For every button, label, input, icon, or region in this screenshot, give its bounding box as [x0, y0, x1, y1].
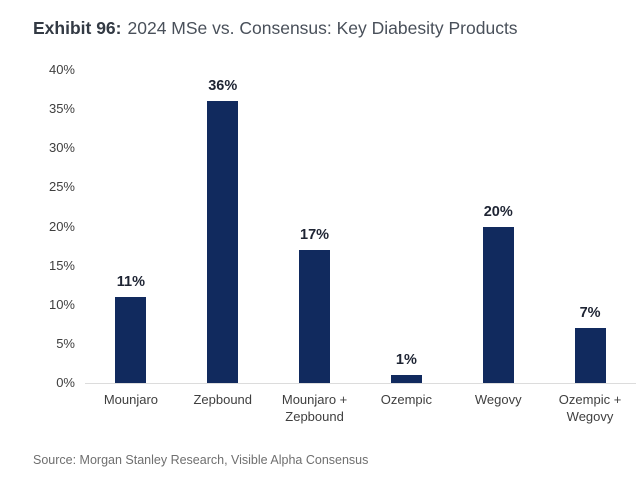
exhibit-title-text: 2024 MSe vs. Consensus: Key Diabesity Pr… — [127, 18, 518, 38]
bar-value-label: 7% — [579, 305, 601, 322]
y-tick-label: 40% — [48, 62, 75, 77]
y-axis: 40% 35% 30% 25% 20% 15% 10% 5% 0% — [33, 62, 75, 390]
plot-area: 11% 36% 17% 1% 20% 7% — [85, 70, 636, 384]
x-category-label: Wegovy — [474, 392, 522, 407]
bar — [115, 296, 147, 383]
bar-slot: 11% — [85, 70, 177, 383]
x-category-label: Ozempic — [380, 392, 433, 407]
exhibit-title: Exhibit 96: 2024 MSe vs. Consensus: Key D… — [33, 16, 636, 40]
bar-chart: 40% 35% 30% 25% 20% 15% 10% 5% 0% 11% 36% 17% 1% 20%… — [33, 62, 636, 425]
y-tick-label: 30% — [48, 140, 75, 156]
exhibit-number-label: Exhibit 96: — [33, 18, 122, 38]
y-tick-label: 25% — [48, 179, 75, 195]
y-tick-label: 15% — [48, 257, 75, 273]
y-tick-label: 0% — [56, 375, 75, 390]
bar-slot: 1% — [360, 70, 452, 383]
y-tick-label: 5% — [56, 335, 75, 351]
y-tick-label: 35% — [48, 101, 75, 117]
bar-value-label: 1% — [395, 352, 417, 369]
bar — [299, 249, 331, 383]
bar — [390, 375, 422, 383]
bar — [482, 226, 514, 383]
bar — [574, 328, 606, 383]
y-tick-label: 10% — [48, 296, 75, 312]
x-category-label: Mounjaro — [103, 392, 159, 407]
bar-slot: 20% — [452, 70, 544, 383]
bar-value-label: 20% — [483, 203, 513, 220]
x-category-label: Ozempic + Wegovy — [558, 392, 622, 424]
bar-slot: 17% — [269, 70, 361, 383]
bar-slot: 7% — [544, 70, 636, 383]
bar — [207, 101, 239, 383]
x-category-label: Zepbound — [193, 392, 253, 407]
bar-slot: 36% — [177, 70, 269, 383]
y-tick-label: 20% — [48, 218, 75, 234]
bar-value-label: 36% — [208, 78, 238, 95]
bar-value-label: 11% — [116, 273, 146, 290]
x-axis-labels: Mounjaro Zepbound Mounjaro + Zepbound Ozemp… — [85, 391, 636, 425]
plot-column: 11% 36% 17% 1% 20% 7% Mounjaro Zepbound Mounjar… — [85, 70, 636, 425]
x-category-label: Mounjaro + Zepbound — [281, 392, 348, 424]
bar-value-label: 17% — [300, 226, 330, 243]
source-note: Source: Morgan Stanley Research, Visible… — [33, 453, 369, 467]
